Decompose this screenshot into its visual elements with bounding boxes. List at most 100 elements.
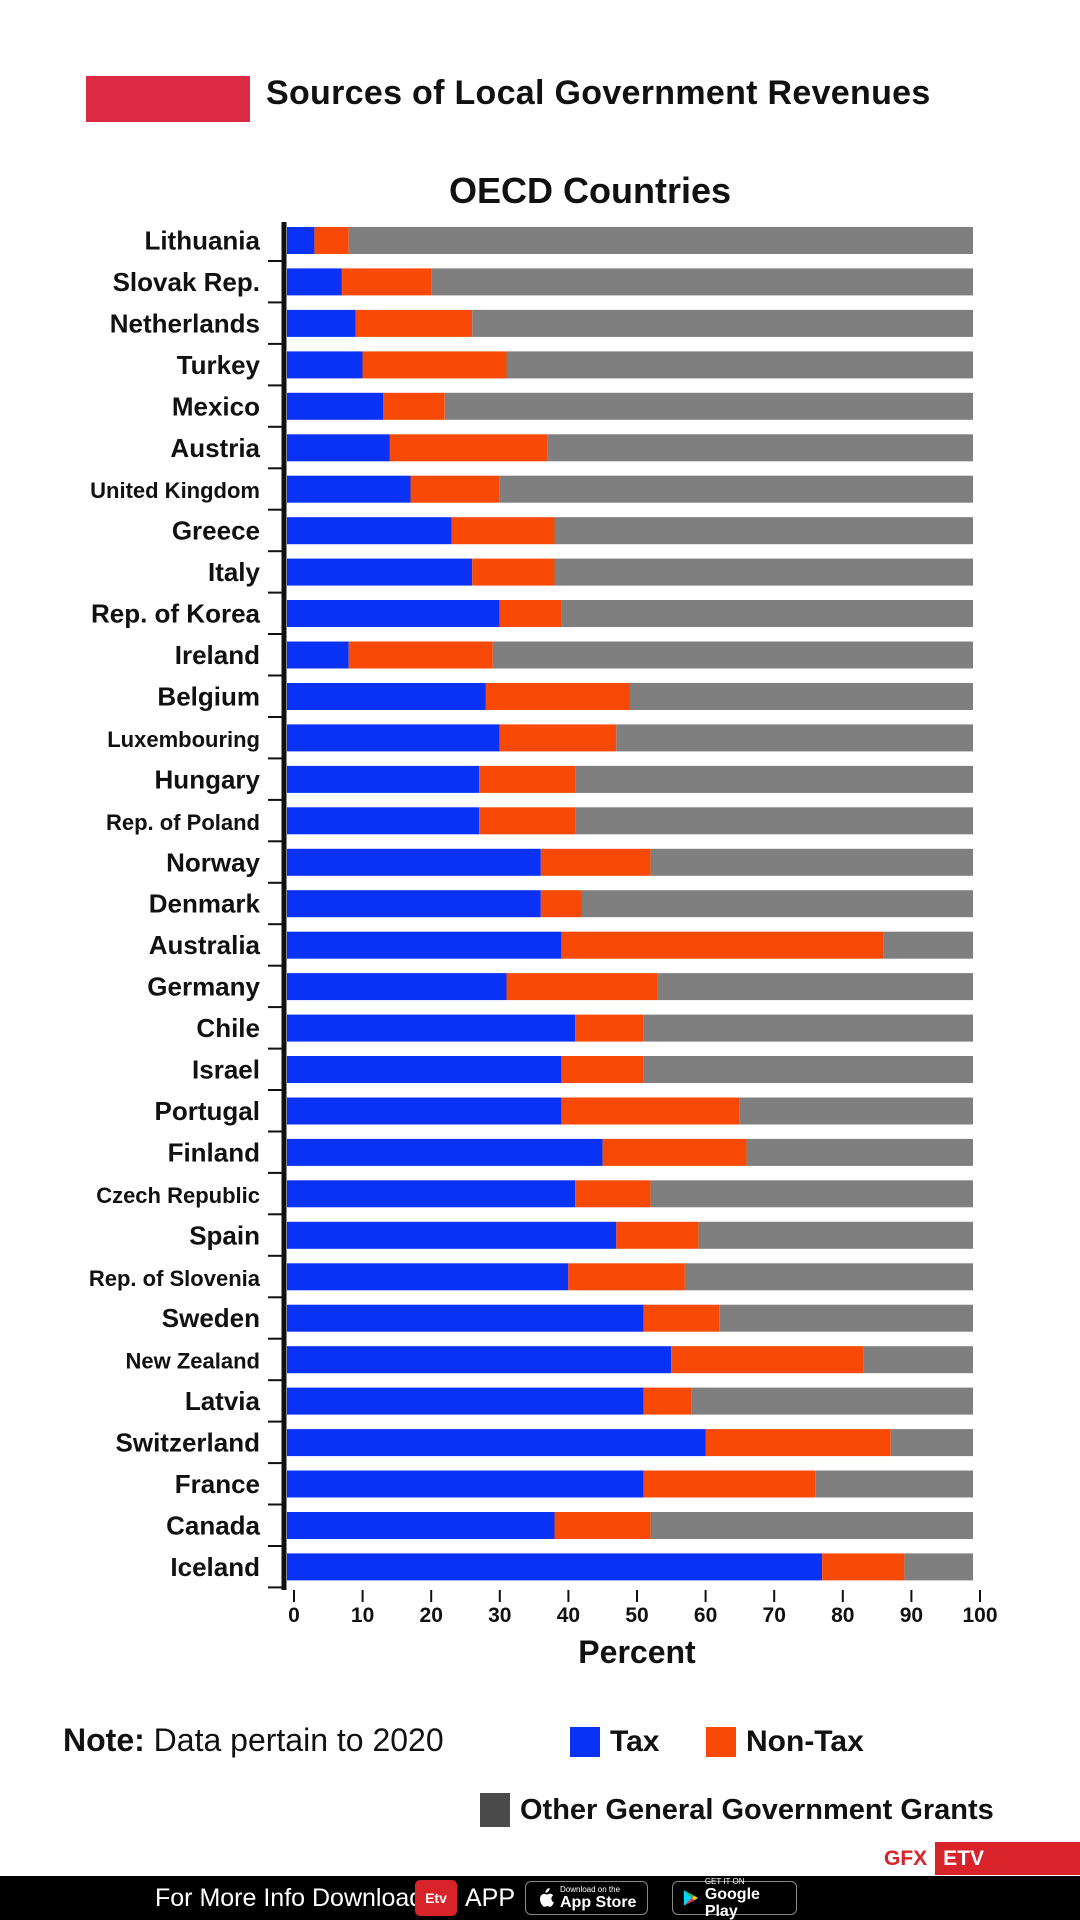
bar-nontax [575, 1180, 651, 1208]
bar-tax [287, 683, 486, 710]
bar-grants [616, 724, 973, 752]
y-tick-label: Netherlands [110, 308, 260, 338]
legend-swatch-tax [570, 1727, 600, 1757]
bar-grants [691, 1387, 973, 1415]
y-tick-label: Czech Republic [96, 1183, 260, 1208]
bar-nontax [616, 1221, 699, 1249]
bar-tax [287, 807, 480, 835]
bar-grants [506, 351, 973, 379]
etv-app-logo[interactable]: Etv [415, 1880, 457, 1916]
bar-nontax [479, 807, 576, 835]
y-tick-label: Spain [189, 1220, 260, 1250]
bar-nontax [410, 475, 500, 503]
app-store-button[interactable]: Download on the App Store [525, 1881, 648, 1915]
bar-tax [287, 641, 349, 669]
chart-title: OECD Countries [449, 170, 731, 211]
bar-tax [287, 1304, 644, 1332]
page-title: Sources of Local Government Revenues [266, 74, 931, 112]
legend-swatch-grants [480, 1793, 510, 1827]
bar-grants [554, 517, 973, 545]
bar-grants [698, 1221, 973, 1249]
y-tick-label: Rep. of Slovenia [89, 1266, 261, 1291]
bar-grants [650, 1180, 973, 1208]
google-play-small-text: GET IT ON [704, 1876, 745, 1886]
y-tick-label: Germany [147, 972, 260, 1002]
x-tick-label: 80 [831, 1604, 854, 1627]
bar-tax [287, 227, 315, 254]
y-tick-label: Chile [196, 1013, 260, 1043]
bar-tax [287, 475, 411, 503]
x-tick-label: 20 [420, 1604, 443, 1627]
bar-grants [643, 1056, 973, 1083]
y-tick-label: Sweden [162, 1303, 260, 1333]
x-tick-label: 10 [351, 1604, 374, 1627]
y-tick-label: Italy [208, 557, 261, 587]
bar-tax [287, 1512, 555, 1539]
app-store-small-text: Download on the [560, 1885, 621, 1894]
bar-tax [287, 600, 500, 627]
bar-nontax [362, 351, 507, 379]
bar-tax [287, 1263, 569, 1291]
y-tick-label: Denmark [149, 889, 261, 919]
bar-nontax [540, 890, 582, 918]
bar-grants [815, 1470, 973, 1498]
note-label: Note: [63, 1722, 145, 1758]
y-tick-label: Austria [170, 433, 260, 463]
bar-grants [904, 1553, 973, 1581]
bar-grants [719, 1304, 973, 1332]
bar-tax [287, 434, 390, 462]
bar-grants [348, 227, 973, 254]
y-tick-label: Australia [149, 930, 261, 960]
bar-nontax [389, 434, 548, 462]
y-tick-label: New Zealand [126, 1349, 260, 1374]
bar-grants [444, 392, 973, 420]
y-tick-label: Canada [166, 1511, 260, 1541]
legend-swatch-nontax [706, 1727, 736, 1757]
header-accent-bar [86, 76, 250, 122]
bar-tax [287, 351, 363, 379]
footer-text: For More Info Download [155, 1884, 424, 1912]
bar-nontax [479, 765, 576, 793]
legend-item-tax: Tax [570, 1725, 659, 1759]
bar-tax [287, 1470, 644, 1498]
bar-nontax [561, 1097, 740, 1125]
y-tick-label: Norway [166, 847, 260, 877]
bar-nontax [554, 1512, 651, 1539]
bar-grants [575, 765, 973, 793]
bar-nontax [451, 517, 555, 545]
google-play-icon [683, 1890, 698, 1906]
bar-tax [287, 1014, 576, 1042]
bar-tax [287, 392, 383, 420]
y-tick-label: United Kingdom [90, 478, 260, 503]
bar-grants [582, 890, 973, 918]
bar-tax [287, 765, 480, 793]
bar-nontax [671, 1346, 864, 1374]
bar-nontax [540, 848, 651, 876]
bar-tax [287, 268, 342, 296]
bar-nontax [602, 1138, 747, 1166]
bar-nontax [561, 931, 884, 959]
app-label: APP [465, 1884, 516, 1912]
y-tick-label: Switzerland [116, 1428, 260, 1458]
bar-grants [431, 268, 974, 296]
y-tick-label: Latvia [185, 1386, 261, 1416]
bar-grants [746, 1138, 973, 1166]
bar-nontax [506, 973, 658, 1001]
y-tick-label: Luxembouring [107, 727, 260, 752]
google-play-button[interactable]: GET IT ON Google Play [672, 1877, 797, 1920]
bar-nontax [341, 268, 432, 296]
footer-bar: For More Info Download Etv APP Download … [0, 1876, 1080, 1920]
bar-grants [739, 1097, 973, 1125]
y-tick-label: Lithuania [144, 226, 260, 256]
bar-grants [863, 1346, 973, 1374]
bar-grants [630, 683, 973, 710]
x-tick-label: 60 [694, 1604, 717, 1627]
x-tick-label: 50 [625, 1604, 648, 1627]
bar-tax [287, 1221, 617, 1249]
bar-grants [561, 600, 973, 627]
x-tick-label: 30 [488, 1604, 511, 1627]
bar-nontax [472, 558, 555, 586]
gfx-etv-badge: GFX ETV BHARAT [876, 1842, 1080, 1903]
y-tick-label: Turkey [177, 350, 261, 380]
bar-tax [287, 724, 500, 752]
